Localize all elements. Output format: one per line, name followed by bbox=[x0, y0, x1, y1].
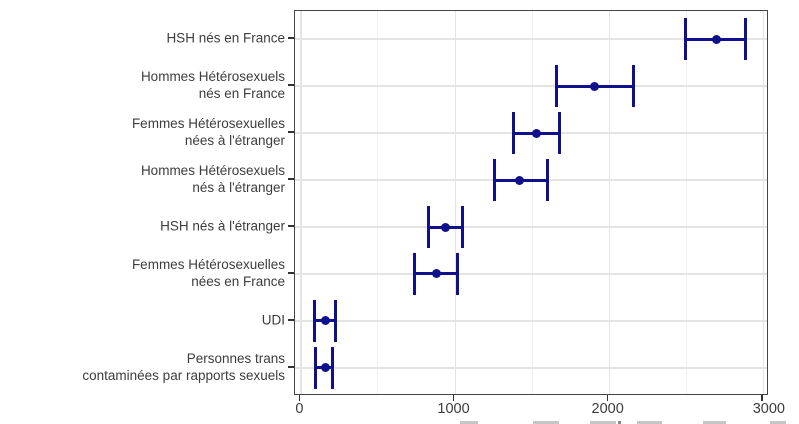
gridline-horizontal-major bbox=[295, 273, 767, 275]
errorbar-cap-low bbox=[426, 206, 430, 248]
errorbar-cap-low bbox=[493, 159, 497, 202]
errorbar-cap-high bbox=[631, 65, 635, 108]
errorbar-cap-low bbox=[554, 65, 558, 108]
errorbar-cap-low bbox=[312, 299, 316, 342]
y-axis-tick-mark bbox=[288, 272, 294, 274]
x-axis-tick-label: 0 bbox=[295, 401, 304, 417]
y-axis-category-label: Femmes Hétérosexuelles nées en France bbox=[131, 256, 285, 289]
point-estimate-dot bbox=[320, 363, 330, 373]
x-axis-title-fragment bbox=[770, 421, 786, 424]
x-axis-tick-label: 1000 bbox=[437, 401, 470, 417]
y-axis-category-label: Femmes Hétérosexuelles nées à l'étranger bbox=[131, 116, 285, 149]
x-axis-title-fragment bbox=[637, 421, 662, 424]
y-axis-tick-mark bbox=[288, 37, 294, 39]
y-axis-category-label: Hommes Hétérosexuels nés en France bbox=[140, 69, 285, 102]
gridline-vertical-major bbox=[454, 11, 457, 394]
x-axis-title-fragment bbox=[703, 421, 726, 424]
gridline-horizontal-major bbox=[295, 367, 767, 369]
x-axis-title-fragment bbox=[460, 421, 478, 424]
gridline-vertical-minor bbox=[685, 11, 687, 394]
gridline-horizontal-major bbox=[295, 226, 767, 228]
gridline-vertical-major bbox=[608, 11, 611, 394]
x-axis-tick-mark bbox=[452, 395, 455, 401]
point-estimate-dot bbox=[590, 81, 600, 91]
errorbar-cap-high bbox=[744, 18, 748, 61]
gridline-horizontal-major bbox=[295, 85, 767, 87]
x-axis-title-fragment bbox=[618, 421, 621, 424]
y-axis-category-label: HSH nés à l'étranger bbox=[160, 218, 285, 234]
point-estimate-dot bbox=[440, 222, 450, 232]
gridline-vertical-minor bbox=[531, 11, 533, 394]
point-estimate-dot bbox=[320, 316, 330, 326]
point-estimate-dot bbox=[531, 128, 541, 138]
errorbar-cap-high bbox=[456, 252, 460, 295]
x-axis-tick-label: 2000 bbox=[591, 401, 624, 417]
x-axis-tick-mark bbox=[606, 395, 609, 401]
errorbar-cap-low bbox=[511, 112, 515, 155]
gridline-vertical-major bbox=[762, 11, 765, 394]
errorbar-cap-high bbox=[331, 346, 335, 389]
y-axis-tick-mark bbox=[288, 366, 294, 368]
y-axis-tick-mark bbox=[288, 178, 294, 180]
y-axis-category-label: HSH nés en France bbox=[166, 30, 285, 46]
errorbar-cap-low bbox=[314, 346, 318, 389]
x-axis-tick-label: 3000 bbox=[752, 401, 785, 417]
y-axis-tick-mark bbox=[288, 319, 294, 321]
gridline-vertical-major bbox=[300, 11, 302, 394]
errorbar-cap-high bbox=[545, 159, 549, 202]
x-axis-title-fragment bbox=[533, 421, 559, 424]
x-axis-title-fragment bbox=[590, 421, 616, 424]
y-axis-category-label: UDI bbox=[261, 312, 285, 328]
y-axis-category-label: Personnes trans contaminées par rapports… bbox=[82, 350, 285, 383]
y-axis-category-label: Hommes Hétérosexuels nés à l'étranger bbox=[140, 163, 285, 196]
x-axis-tick-mark bbox=[761, 395, 763, 401]
errorbar-cap-low bbox=[684, 18, 688, 61]
errorbar-cap-high bbox=[334, 299, 338, 342]
errorbar-cap-high bbox=[557, 112, 561, 155]
point-estimate-dot bbox=[431, 269, 441, 279]
plot-panel bbox=[294, 10, 768, 395]
errorbar-cap-low bbox=[412, 252, 416, 295]
y-axis-tick-mark bbox=[288, 225, 294, 227]
gridline-horizontal-major bbox=[295, 38, 767, 40]
point-estimate-dot bbox=[514, 175, 524, 185]
gridline-vertical-minor bbox=[377, 11, 379, 394]
gridline-horizontal-major bbox=[295, 320, 767, 322]
errorbar-cap-high bbox=[460, 206, 464, 248]
y-axis-tick-mark bbox=[288, 131, 294, 133]
x-axis-tick-mark bbox=[298, 395, 301, 401]
point-estimate-dot bbox=[712, 34, 722, 44]
y-axis-tick-mark bbox=[288, 84, 294, 86]
